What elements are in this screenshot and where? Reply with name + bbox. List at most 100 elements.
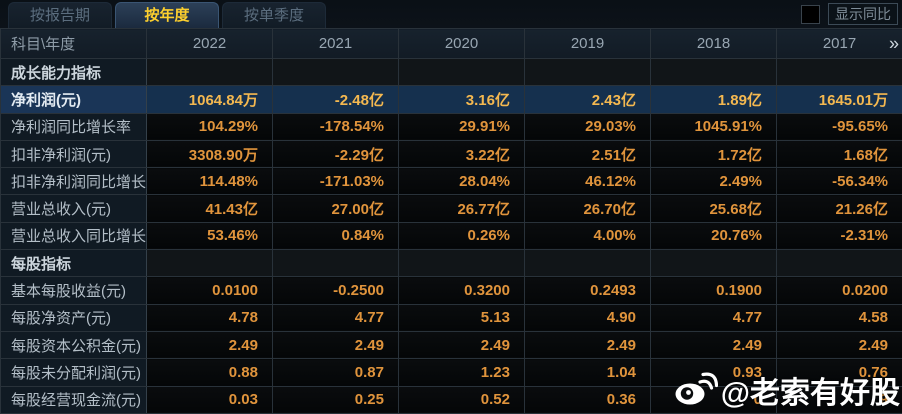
value-cell: 0.84% bbox=[272, 221, 399, 251]
value-cell: 0.52 bbox=[398, 385, 525, 414]
table-row: 扣非净利润同比增长率 114.48% -171.03% 28.04% 46.12% 2.4… bbox=[0, 167, 902, 196]
value-cell: 41.43亿 bbox=[146, 194, 273, 223]
table-row: 扣非净利润(元) 3308.90万 -2.29亿 3.22亿 2.51亿 1.72亿 1.6… bbox=[0, 139, 902, 169]
value-cell bbox=[398, 57, 525, 87]
value-cell bbox=[272, 57, 399, 87]
yoy-controls: 显示同比 bbox=[801, 3, 902, 28]
value-cell: 0.87 bbox=[272, 358, 399, 387]
value-cell: 1064.84万 bbox=[146, 85, 273, 114]
year-header: 2020 bbox=[398, 28, 525, 59]
table-row: 净利润同比增长率 104.29% -178.54% 29.91% 29.03% 1045.… bbox=[0, 112, 902, 141]
value-cell bbox=[146, 249, 273, 278]
year-header-row: 科目\年度 2022 2021 2020 2019 2018 2017 » bbox=[0, 28, 902, 59]
row-label-cell: 基本每股收益(元) bbox=[0, 276, 147, 305]
row-label-cell: 每股净资产(元) bbox=[0, 303, 147, 332]
value-cell: 25.68亿 bbox=[650, 194, 777, 223]
value-cell: 0 bbox=[650, 385, 777, 414]
value-cell: 4.90 bbox=[524, 303, 651, 332]
value-cell bbox=[776, 57, 902, 87]
year-header: 2022 bbox=[146, 28, 273, 59]
value-cell: 4.77 bbox=[650, 303, 777, 332]
row-label-cell: 营业总收入(元) bbox=[0, 194, 147, 223]
value-cell: 114.48% bbox=[146, 167, 273, 196]
value-cell: 0.3200 bbox=[398, 276, 525, 305]
value-cell: 4.78 bbox=[146, 303, 273, 332]
value-cell: -56.34% bbox=[776, 167, 902, 196]
value-cell bbox=[398, 249, 525, 278]
row-label-cell: 营业总收入同比增长率 bbox=[0, 221, 147, 251]
row-label-cell: 每股指标 bbox=[0, 249, 147, 278]
tab-single-quarter[interactable]: 按单季度 bbox=[222, 2, 326, 28]
show-yoy-label[interactable]: 显示同比 bbox=[828, 3, 898, 25]
value-cell: -95.65% bbox=[776, 112, 902, 141]
value-cell: 4.77 bbox=[272, 303, 399, 332]
table-row: 基本每股收益(元) 0.0100 -0.2500 0.3200 0.2493 0.1900… bbox=[0, 276, 902, 305]
year-header: 2018 bbox=[650, 28, 777, 59]
row-label-cell: 每股未分配利润(元) bbox=[0, 358, 147, 387]
value-cell: 0.36 bbox=[524, 385, 651, 414]
value-cell: 53.46% bbox=[146, 221, 273, 251]
row-label-cell: 扣非净利润(元) bbox=[0, 139, 147, 169]
value-cell bbox=[272, 249, 399, 278]
value-cell: -178.54% bbox=[272, 112, 399, 141]
value-cell: 1.89亿 bbox=[650, 85, 777, 114]
value-cell: 0.25 bbox=[272, 385, 399, 414]
value-cell: 3308.90万 bbox=[146, 139, 273, 169]
value-cell: 0.93 bbox=[650, 358, 777, 387]
value-cell: -0.2500 bbox=[272, 276, 399, 305]
year-label: 2017 bbox=[822, 35, 857, 52]
value-cell: 0.1900 bbox=[650, 276, 777, 305]
value-cell: 1045.91% bbox=[650, 112, 777, 141]
value-cell: 0.03 bbox=[146, 385, 273, 414]
value-cell bbox=[776, 249, 902, 278]
row-label-cell: 扣非净利润同比增长率 bbox=[0, 167, 147, 196]
value-cell: 2.49 bbox=[398, 330, 525, 360]
value-cell: 2.51亿 bbox=[524, 139, 651, 169]
value-cell: 2.43亿 bbox=[524, 85, 651, 114]
value-cell: 0.88 bbox=[146, 358, 273, 387]
value-cell: 5.13 bbox=[398, 303, 525, 332]
value-cell: 3.16亿 bbox=[398, 85, 525, 114]
year-header: 2019 bbox=[524, 28, 651, 59]
row-label-cell: 成长能力指标 bbox=[0, 57, 147, 87]
value-cell: 1645.01万 bbox=[776, 85, 902, 114]
value-cell: 20.76% bbox=[650, 221, 777, 251]
value-cell: 2.49 bbox=[650, 330, 777, 360]
year-header: 2017 » bbox=[776, 28, 902, 59]
value-cell: -2.31% bbox=[776, 221, 902, 251]
show-yoy-checkbox[interactable] bbox=[801, 4, 820, 24]
row-label-cell: 净利润同比增长率 bbox=[0, 112, 147, 141]
value-cell: 0.0100 bbox=[146, 276, 273, 305]
value-cell: 1.68亿 bbox=[776, 139, 902, 169]
value-cell: 1.04 bbox=[524, 358, 651, 387]
table-row: 每股未分配利润(元) 0.88 0.87 1.23 1.04 0.93 0.76 bbox=[0, 358, 902, 387]
corner-header: 科目\年度 bbox=[0, 28, 147, 59]
more-years-icon[interactable]: » bbox=[888, 33, 899, 53]
value-cell: 26.70亿 bbox=[524, 194, 651, 223]
value-cell bbox=[524, 57, 651, 87]
row-label-cell: 净利润(元) bbox=[0, 85, 147, 114]
table-row: 净利润(元) 1064.84万 -2.48亿 3.16亿 2.43亿 1.89亿 1645.… bbox=[0, 85, 902, 114]
value-cell: 2.49 bbox=[776, 330, 902, 360]
value-cell: 3.22亿 bbox=[398, 139, 525, 169]
value-cell: 28.04% bbox=[398, 167, 525, 196]
value-cell: 1.23 bbox=[398, 358, 525, 387]
value-cell: -171.03% bbox=[272, 167, 399, 196]
value-cell: 29.91% bbox=[398, 112, 525, 141]
tab-annual[interactable]: 按年度 bbox=[115, 2, 219, 28]
value-cell: 2.49 bbox=[272, 330, 399, 360]
value-cell: -2.29亿 bbox=[272, 139, 399, 169]
financial-table: 科目\年度 2022 2021 2020 2019 2018 2017 » 成长能力指标 净利… bbox=[0, 28, 902, 414]
value-cell bbox=[650, 57, 777, 87]
value-cell bbox=[524, 249, 651, 278]
value-cell: 27.00亿 bbox=[272, 194, 399, 223]
row-label-cell: 每股经营现金流(元) bbox=[0, 385, 147, 414]
value-cell: 104.29% bbox=[146, 112, 273, 141]
table-row: 每股经营现金流(元) 0.03 0.25 0.52 0.36 0 9 bbox=[0, 385, 902, 414]
table-row: 营业总收入(元) 41.43亿 27.00亿 26.77亿 26.70亿 25.68亿 21… bbox=[0, 194, 902, 223]
table-row: 每股资本公积金(元) 2.49 2.49 2.49 2.49 2.49 2.49 bbox=[0, 330, 902, 360]
section-row: 每股指标 bbox=[0, 249, 902, 278]
table-row: 营业总收入同比增长率 53.46% 0.84% 0.26% 4.00% 20.76% -2.… bbox=[0, 221, 902, 251]
value-cell: 2.49 bbox=[146, 330, 273, 360]
tab-report-period[interactable]: 按报告期 bbox=[8, 2, 112, 28]
